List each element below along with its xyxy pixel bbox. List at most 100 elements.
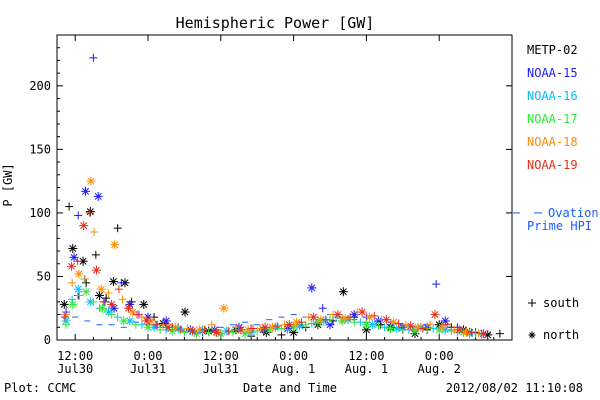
legend: METP-02 NOAA-15 NOAA-16 NOAA-17 NOAA-18 NOAA-… [513,43,599,342]
data-point-south [207,320,216,329]
legend-entry-noaa-19: NOAA-19 [527,158,578,172]
legend-entry-noaa-18: NOAA-18 [527,135,578,149]
data-point-south [426,320,435,329]
y-tick-label: 200 [29,79,51,93]
data-point-south [117,278,126,287]
data-point-north [139,299,149,309]
legend-entry-noaa-15: NOAA-15 [527,66,578,80]
data-point-north [292,317,302,327]
data-point-south [374,322,383,331]
data-point-north [478,329,488,339]
data-point-north [85,207,95,217]
data-point-south [418,324,427,333]
data-point-north [163,322,173,332]
data-point-north [216,329,226,339]
data-point-south [224,327,233,336]
y-tick-label: 0 [44,333,51,347]
data-point-south [401,320,410,329]
data-point-south [85,208,94,217]
data-point-south [91,250,100,259]
data-point-north [430,310,440,320]
data-point-north [86,176,96,186]
data-point-north [94,291,104,301]
data-point-south [380,323,389,332]
plot-area: 05010015020012:00Jul300:00Jul3112:00Jul3… [29,34,513,376]
data-point-south [99,297,108,306]
legend-entry-noaa-17: NOAA-17 [527,112,578,126]
data-point-north [236,325,246,335]
data-point-south [65,202,74,211]
data-point-north [73,284,83,294]
data-point-north [110,240,120,250]
data-point-south [398,325,407,334]
data-point-north [389,317,399,327]
data-point-north [180,307,190,317]
data-point-south [80,275,89,283]
data-point-south [248,324,257,333]
data-point-south [200,325,209,334]
x-tick-label: 12:00 [348,349,384,363]
data-point-south [256,324,265,333]
data-point-south [443,320,452,329]
data-point-north [386,324,396,334]
data-point-south [118,295,127,304]
data-point-north [79,221,89,231]
data-point-south [89,53,98,62]
data-point-south [318,304,327,313]
y-tick-label: 150 [29,142,51,156]
x-tick-date-label: Aug. 1 [272,362,315,376]
data-point-south [467,328,476,337]
x-axis-label: Date and Time [243,381,337,395]
data-point-south [432,280,441,289]
data-point-south [62,320,71,329]
data-point-north [333,310,343,320]
x-tick-date-label: Aug. 1 [345,362,388,376]
data-point-north [440,316,450,326]
data-point-south [321,315,330,324]
data-point-south [68,278,77,287]
data-point-north [243,325,253,335]
legend-north-marker [528,331,536,339]
data-point-north [284,320,294,330]
data-point-north [219,303,229,313]
data-point-north [338,287,348,297]
plot-timestamp: 2012/08/02 11:10:08 [446,381,583,395]
data-point-north [68,299,78,309]
data-point-south [346,313,355,322]
data-point-north [381,315,391,325]
data-point-north [67,261,77,271]
data-point-north [406,321,416,331]
x-tick-label: 12:00 [203,349,239,363]
x-tick-label: 0:00 [134,349,163,363]
data-point-north [124,303,134,313]
data-point-south [394,319,403,328]
data-point-south [60,313,69,322]
data-point-north [74,269,84,279]
data-point-south [137,313,146,322]
data-point-north [128,307,138,317]
data-point-north [142,316,152,326]
data-point-south [82,278,91,287]
data-point-north [81,287,91,297]
data-point-north [81,186,91,196]
legend-north-label: north [543,328,579,342]
data-point-north [98,303,107,313]
plot-credit: Plot: CCMC [4,381,76,395]
legend-entry-prime-hpi: Prime HPI [527,219,592,233]
data-point-north [96,284,106,294]
data-point-south [114,285,123,294]
data-point-south [113,313,122,322]
data-point-north [187,326,197,336]
data-point-south [90,227,99,236]
legend-south-marker [528,299,536,307]
data-point-north [260,322,270,332]
data-point-south [350,318,359,327]
x-tick-date-label: Jul31 [130,362,166,376]
data-point-south [495,329,504,338]
x-tick-label: 0:00 [279,349,308,363]
data-point-north [93,191,103,201]
data-point-north [364,312,374,322]
data-point-south [104,288,113,297]
data-point-south [113,224,122,233]
